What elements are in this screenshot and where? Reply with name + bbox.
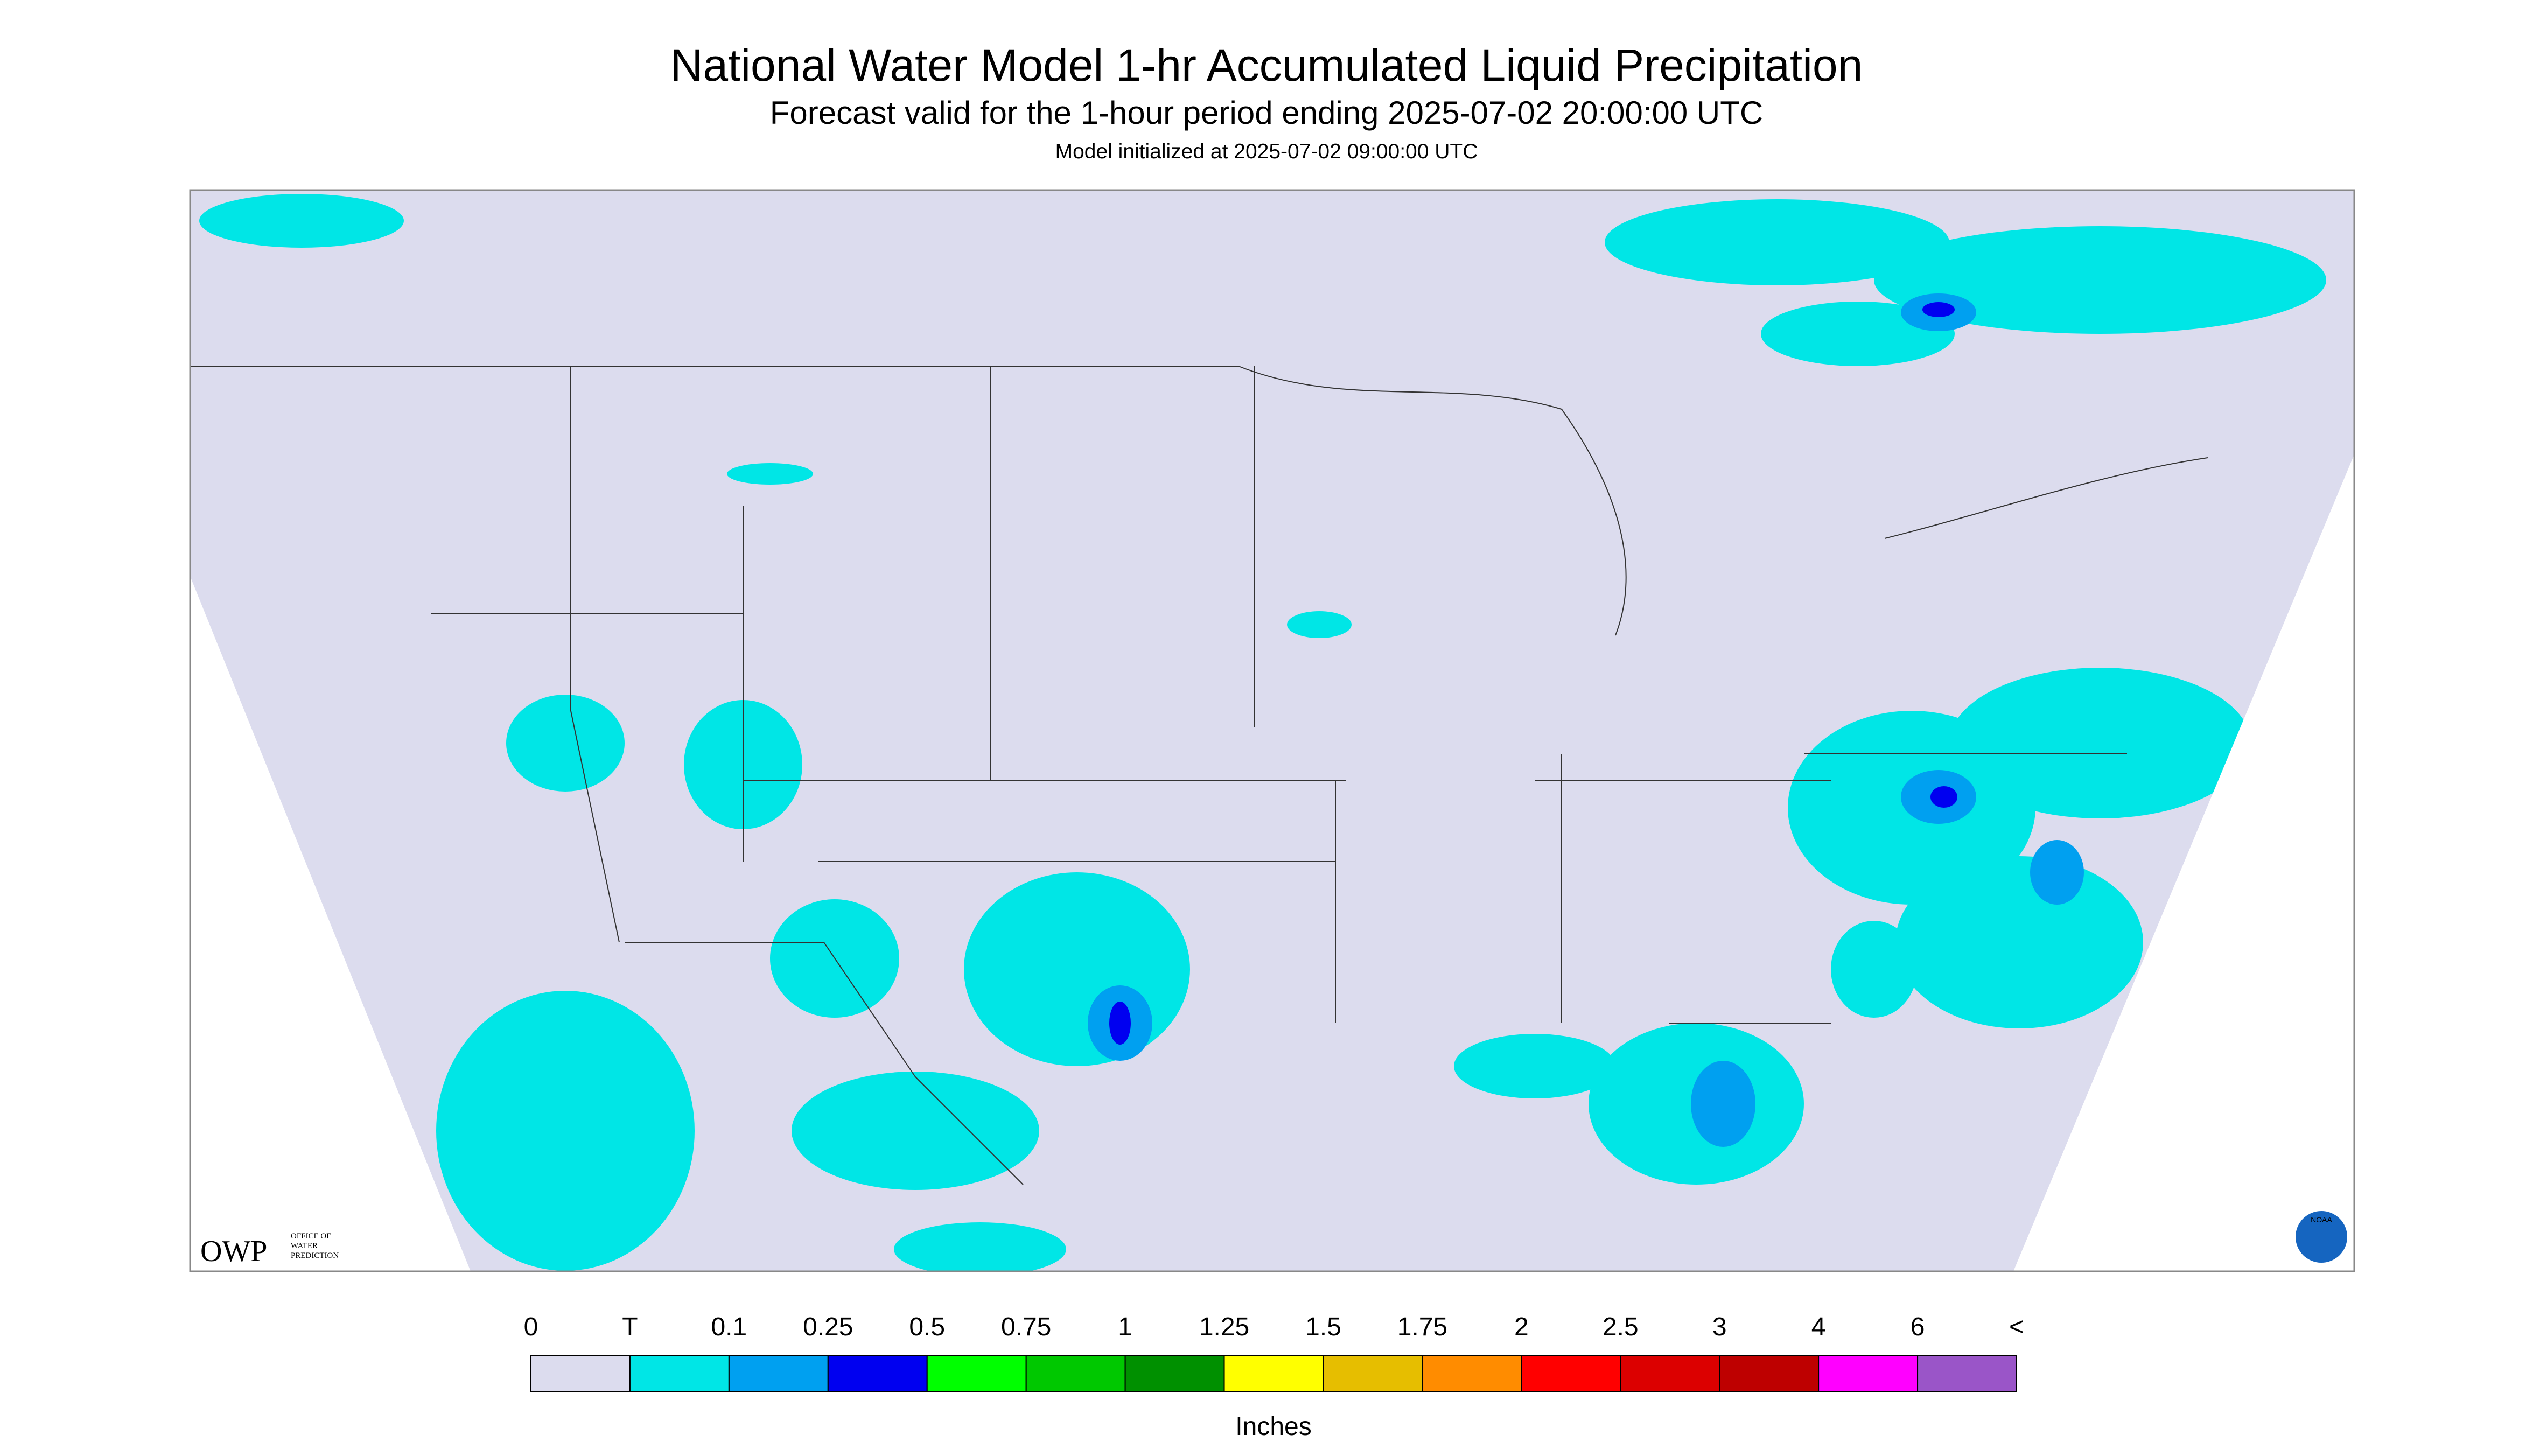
legend-label: 2: [1514, 1313, 1529, 1341]
precip-areas: [199, 194, 2326, 1271]
legend-swatch: [1620, 1355, 1720, 1392]
owp-name-line: OFFICE OF: [291, 1232, 331, 1241]
init-time: Model initialized at 2025-07-02 09:00:00…: [1055, 140, 1478, 163]
title: National Water Model 1-hr Accumulated Li…: [670, 40, 1863, 90]
legend-swatch: [1323, 1355, 1423, 1392]
legend-units: Inches: [1235, 1412, 1311, 1441]
legend-swatch: [1917, 1355, 2017, 1392]
legend-label: <: [2009, 1313, 2024, 1341]
legend-label: 0.75: [1001, 1313, 1051, 1341]
legend-swatch: [926, 1355, 1027, 1392]
legend-label: 0.1: [711, 1313, 747, 1341]
legend-swatch: [1223, 1355, 1324, 1392]
owp-name: OFFICE OF WATER PREDICTION: [291, 1232, 339, 1260]
noaa-logo: [2296, 1211, 2347, 1263]
owp-name-line: WATER: [291, 1242, 318, 1250]
legend-swatch: [1818, 1355, 1919, 1392]
legend-label: 1.5: [1305, 1313, 1341, 1341]
legend-swatch: [1025, 1355, 1126, 1392]
legend-label: 3: [1712, 1313, 1727, 1341]
legend-swatch: [827, 1355, 928, 1392]
legend-swatch: [728, 1355, 829, 1392]
legend-label: 0: [524, 1313, 538, 1341]
legend-swatch: [629, 1355, 730, 1392]
legend-label: 0.5: [909, 1313, 945, 1341]
owp-logo: OWP: [200, 1235, 267, 1268]
legend-label: 2.5: [1603, 1313, 1639, 1341]
legend-label: 4: [1811, 1313, 1826, 1341]
legend-swatch: [1719, 1355, 1820, 1392]
map-domain: [190, 190, 2354, 1271]
precip-heaviest: [1109, 302, 1957, 1045]
noaa-logo-text: NOAA: [2311, 1215, 2332, 1224]
legend-label: 1.25: [1199, 1313, 1249, 1341]
boundaries: [190, 366, 2208, 1185]
legend-swatch: [1521, 1355, 1621, 1392]
legend-swatch: [1124, 1355, 1225, 1392]
subtitle: Forecast valid for the 1-hour period end…: [770, 95, 1763, 131]
map: OWP OFFICE OF WATER PREDICTION NOAA: [189, 189, 2355, 1272]
legend: 0 T 0.1 0.25 0.5 0.75 1 1.25 1.5 1.75 2 2.5 3 4 6 <: [524, 1313, 2024, 1392]
legend-swatch: [1422, 1355, 1522, 1392]
map-frame: [189, 189, 2355, 1272]
owp-name-line: PREDICTION: [291, 1251, 339, 1260]
legend-label: 6: [1911, 1313, 1925, 1341]
legend-label: 0.25: [803, 1313, 853, 1341]
legend-label: T: [622, 1313, 638, 1341]
legend-label: 1.75: [1397, 1313, 1447, 1341]
legend-swatch: [530, 1355, 631, 1392]
legend-label: 1: [1118, 1313, 1132, 1341]
